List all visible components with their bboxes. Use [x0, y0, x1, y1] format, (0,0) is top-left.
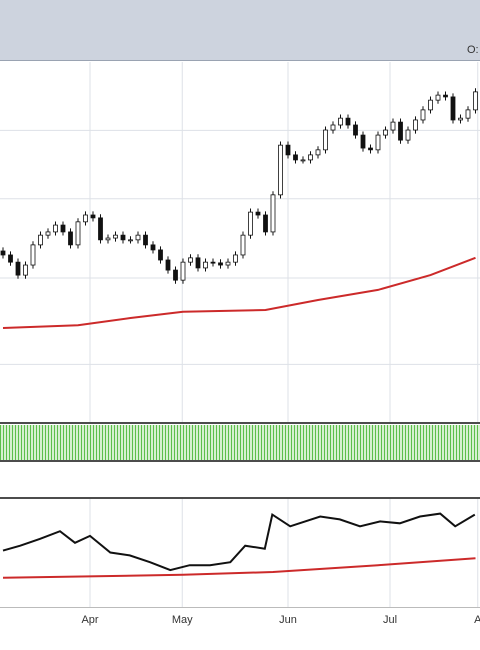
candle-body: [450, 96, 456, 121]
candle-body: [270, 194, 276, 233]
candle-body: [300, 159, 306, 162]
candle-body: [315, 149, 321, 156]
candle-body: [83, 214, 88, 223]
candle-body: [473, 91, 478, 111]
x-tick-label: A: [474, 614, 480, 626]
candle-body: [143, 234, 148, 246]
candle-body: [203, 261, 208, 269]
series-line: [2, 512, 476, 572]
candle-body: [360, 134, 366, 149]
candle-body: [368, 147, 373, 151]
chart-area: [0, 61, 480, 650]
candle-body: [248, 211, 253, 236]
x-tick-label: Apr: [81, 614, 98, 626]
x-tick-label: Jul: [383, 614, 397, 626]
candle-body: [383, 129, 388, 136]
candle-body: [23, 264, 28, 276]
candle-body: [240, 234, 246, 256]
candle-body: [443, 94, 448, 98]
candle-body: [180, 261, 186, 281]
candle-body: [308, 154, 313, 161]
candle-body: [45, 231, 51, 236]
moving-average: [2, 256, 476, 329]
candle-body: [405, 129, 411, 141]
candle-body: [120, 234, 126, 241]
candle-body: [68, 231, 73, 246]
candle-body: [330, 124, 336, 131]
candle-body: [353, 124, 358, 136]
header-label: O:: [467, 44, 479, 56]
candle-body: [188, 257, 193, 263]
candle-body: [113, 234, 118, 239]
candle-body: [233, 254, 238, 263]
candle-body: [0, 250, 6, 256]
candle-body: [278, 144, 283, 196]
candle-body: [210, 261, 216, 264]
candle-body: [90, 214, 96, 219]
series-line: [2, 557, 476, 579]
candle-body: [375, 134, 381, 151]
x-tick-label: May: [172, 614, 193, 626]
candle-body: [293, 154, 298, 161]
candle-body: [390, 121, 396, 131]
candle-body: [15, 261, 21, 276]
candle-body: [255, 211, 261, 216]
candle-body: [225, 261, 231, 266]
candle-body: [53, 224, 58, 233]
candle-body: [98, 217, 103, 241]
candle-body: [398, 121, 403, 141]
candle-body: [158, 249, 163, 261]
candle-body: [458, 117, 463, 121]
candle-body: [338, 117, 343, 126]
candle-body: [60, 224, 66, 233]
candle-body: [413, 119, 418, 131]
header-bar: [0, 0, 480, 60]
candle-body: [128, 239, 133, 242]
x-tick-label: Jun: [279, 614, 297, 626]
candle-body: [165, 259, 171, 271]
candle-body: [173, 269, 178, 281]
candle-body: [285, 144, 291, 156]
candle-body: [428, 99, 433, 111]
candle-body: [38, 234, 43, 246]
candle-body: [195, 257, 201, 269]
candle-body: [435, 94, 441, 101]
candle-body: [345, 117, 351, 126]
candle-body: [323, 129, 328, 151]
candle-body: [263, 214, 268, 233]
candle-body: [135, 234, 141, 241]
candle-body: [420, 109, 426, 121]
candle-body: [75, 221, 81, 246]
candle-body: [465, 109, 471, 119]
candle-body: [105, 237, 111, 241]
candle-body: [218, 262, 223, 266]
indicator-band: [0, 425, 480, 460]
candle-body: [30, 244, 36, 266]
candle-body: [8, 254, 13, 263]
candle-body: [150, 244, 156, 251]
